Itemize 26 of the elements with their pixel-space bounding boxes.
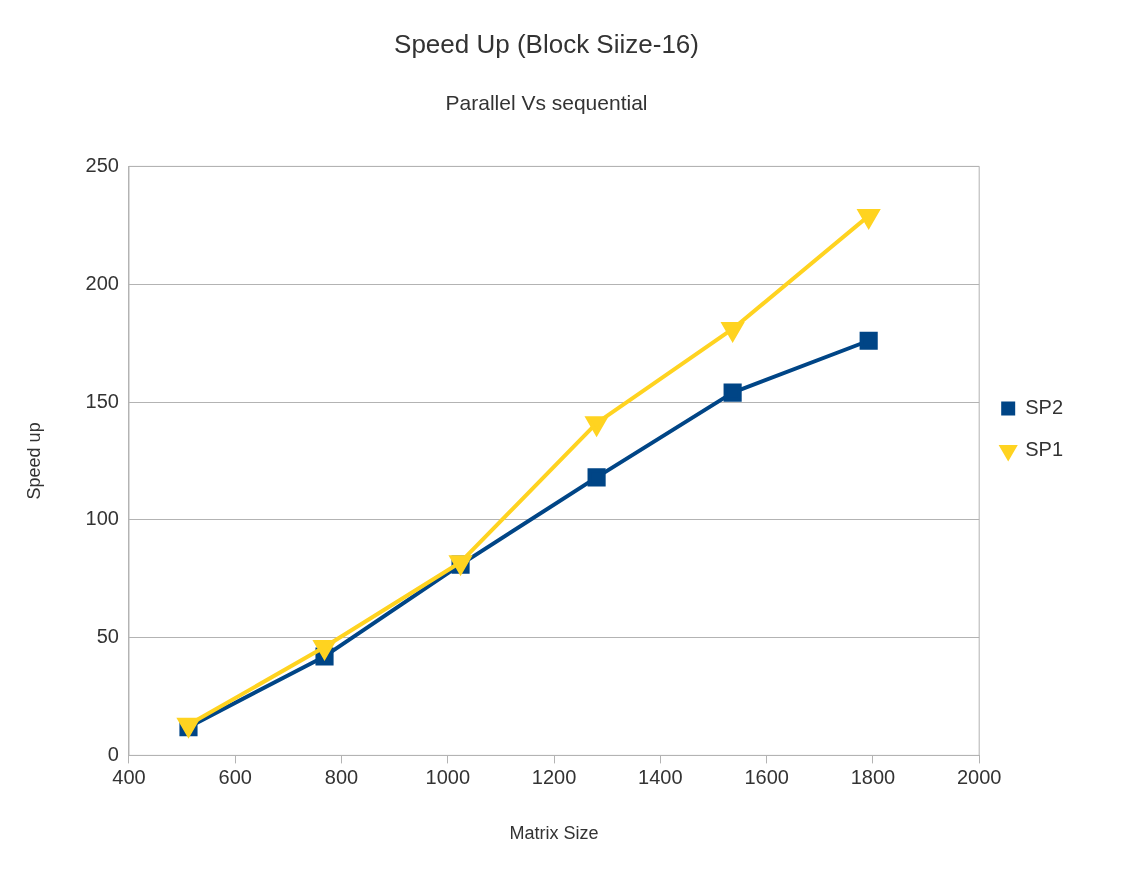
- point: [858, 208, 880, 228]
- x-tick-label: 1800: [850, 765, 896, 788]
- y-tick-label: 50: [96, 625, 119, 648]
- chart-subtitle: Parallel Vs sequential: [445, 90, 648, 114]
- y-tick-label: 100: [85, 507, 119, 530]
- x-tick-label: 2000: [956, 765, 1002, 788]
- x-tick-label: 800: [324, 765, 359, 788]
- legend-label: SP1: [1025, 438, 1064, 461]
- y-tick-label: 250: [85, 153, 119, 176]
- x-tick-label: 1200: [531, 765, 577, 788]
- point: [723, 383, 742, 402]
- x-tick-label: 1400: [638, 765, 683, 788]
- y-tick-label: 150: [85, 389, 119, 412]
- x-tick-label: 1600: [744, 765, 789, 788]
- point: [587, 468, 606, 487]
- y-tick-label: 200: [85, 271, 119, 294]
- legend-label: SP2: [1025, 396, 1064, 419]
- y-axis-title: Speed up: [23, 422, 44, 500]
- y-tick-label: 0: [107, 742, 119, 765]
- x-tick-label: 400: [112, 765, 146, 788]
- x-axis-title: Matrix Size: [509, 823, 599, 844]
- x-tick-label: 1000: [425, 765, 471, 788]
- point: [859, 331, 878, 350]
- x-tick-label: 600: [218, 765, 252, 788]
- chart-title: Speed Up (Block Siize-16): [394, 28, 699, 59]
- point: [721, 321, 744, 341]
